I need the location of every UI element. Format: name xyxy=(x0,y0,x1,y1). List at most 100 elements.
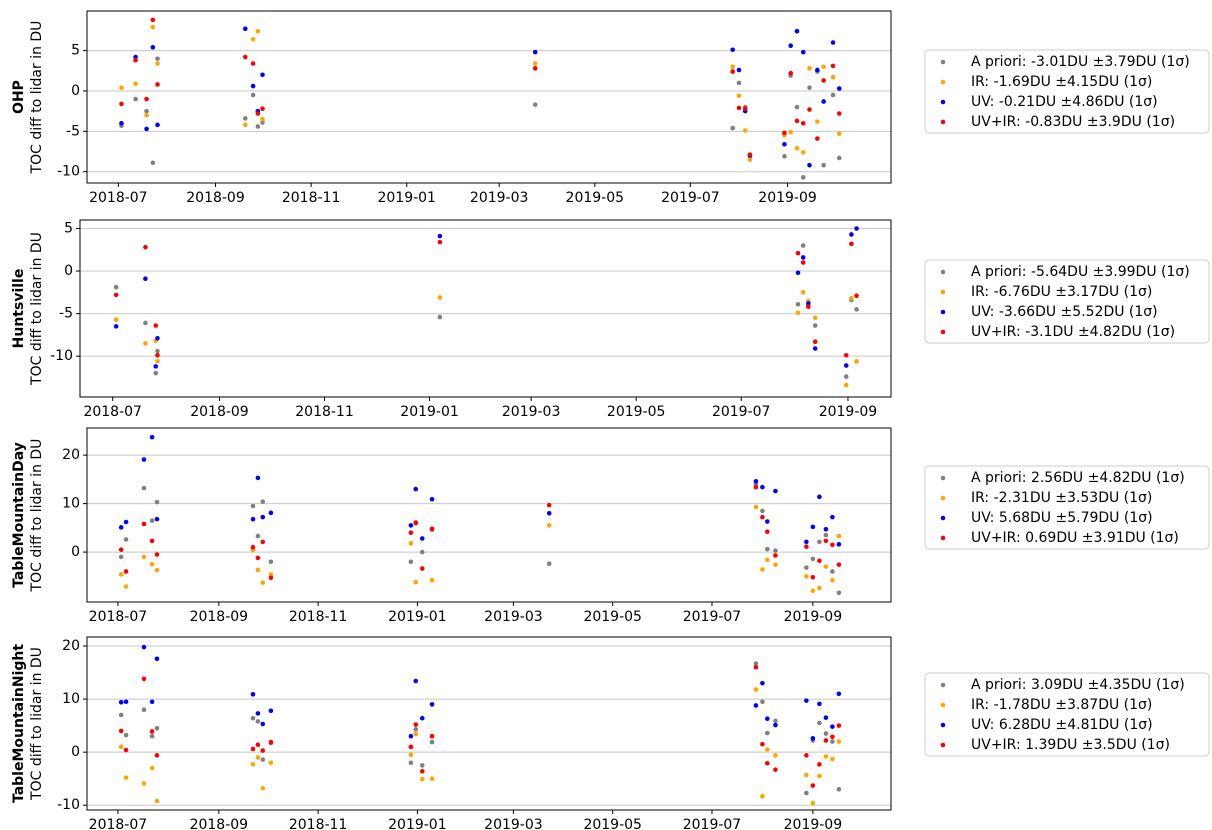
data-point xyxy=(153,370,159,376)
data-point xyxy=(807,85,812,91)
data-point xyxy=(804,772,809,778)
data-point xyxy=(429,733,435,739)
data-point xyxy=(795,250,801,256)
data-point xyxy=(753,687,759,692)
subplot: 0 10 20 2018-07 2018-09 2018-11 2019-01 2019-03… xyxy=(11,427,1210,625)
data-point xyxy=(773,553,778,558)
data-point xyxy=(408,752,414,758)
data-point xyxy=(118,554,124,560)
data-point xyxy=(144,108,149,114)
data-point xyxy=(821,99,826,104)
data-point xyxy=(804,574,809,579)
y-axis-station: TableMountainNight xyxy=(11,644,27,803)
data-point xyxy=(810,524,816,530)
data-point xyxy=(773,488,778,494)
data-point xyxy=(118,525,124,530)
data-point xyxy=(153,364,159,369)
data-point xyxy=(250,83,256,89)
data-point xyxy=(807,66,812,71)
legend-label: IR: -2.31DU ±3.53DU (1σ) xyxy=(971,490,1152,506)
data-point xyxy=(419,536,425,541)
data-point xyxy=(836,86,842,91)
data-point xyxy=(141,485,147,491)
data-point xyxy=(807,162,812,168)
subplot: -10 -5 0 5 2018-07 2018-09 2018-11 2019-01 2019-… xyxy=(11,10,1210,206)
y-tick-label: 0 xyxy=(71,544,80,560)
data-point xyxy=(149,733,155,739)
data-point xyxy=(408,530,414,535)
data-point xyxy=(747,152,753,158)
data-point xyxy=(760,508,765,514)
data-point xyxy=(843,353,849,358)
plot-frame xyxy=(79,219,892,398)
x-tick-label: 2019-09 xyxy=(784,609,843,625)
data-point xyxy=(144,126,149,132)
data-point xyxy=(413,579,419,585)
data-point xyxy=(150,160,156,166)
y-tick-label: -5 xyxy=(59,306,73,322)
data-point xyxy=(836,739,842,744)
data-point xyxy=(408,523,414,528)
data-point xyxy=(141,676,147,682)
data-point xyxy=(144,112,149,118)
data-point xyxy=(760,484,765,490)
x-tick-label: 2018-09 xyxy=(190,609,249,625)
data-point xyxy=(242,116,248,121)
data-point xyxy=(150,45,156,50)
data-point xyxy=(255,719,261,724)
data-point xyxy=(800,290,806,295)
data-point xyxy=(123,584,129,589)
y-axis-station: Huntsville xyxy=(11,269,27,349)
data-point xyxy=(119,85,124,91)
subplot: -10 -5 0 5 2018-07 2018-09 2018-11 2019-01 2019-… xyxy=(11,219,1210,420)
data-point xyxy=(773,562,778,567)
x-tick-label: 2019-07 xyxy=(712,404,771,420)
data-point xyxy=(830,63,836,69)
legend-label: UV+IR: 1.39DU ±3.5DU (1σ) xyxy=(971,737,1170,753)
data-point xyxy=(155,353,160,358)
y-tick-label: -10 xyxy=(50,348,73,364)
legend-label: A priori: -3.01DU ±3.79DU (1σ) xyxy=(971,54,1190,70)
x-tick-label: 2019-09 xyxy=(784,817,843,830)
data-point xyxy=(753,504,759,510)
data-point xyxy=(812,315,818,321)
x-tick-label: 2018-07 xyxy=(83,404,142,420)
data-point xyxy=(810,574,816,580)
x-tick-label: 2019-05 xyxy=(583,609,642,625)
data-point xyxy=(149,729,155,734)
data-point xyxy=(123,775,129,780)
data-point xyxy=(408,541,414,546)
data-point xyxy=(854,358,859,364)
data-point xyxy=(242,122,248,128)
data-point xyxy=(429,739,435,745)
data-point xyxy=(817,773,822,779)
x-tick-label: 2019-05 xyxy=(583,817,642,830)
data-point xyxy=(154,753,160,758)
x-tick-label: 2019-03 xyxy=(484,609,543,625)
data-point xyxy=(773,753,778,758)
data-point xyxy=(795,270,801,276)
data-point xyxy=(149,434,155,440)
x-tick-label: 2019-03 xyxy=(470,190,529,206)
data-point xyxy=(773,548,778,553)
data-point xyxy=(141,521,147,527)
data-point xyxy=(153,323,159,328)
y-tick-label: 10 xyxy=(62,691,80,707)
data-point xyxy=(429,526,435,532)
data-point xyxy=(260,514,266,520)
x-tick-label: 2018-07 xyxy=(89,817,148,830)
data-point xyxy=(268,510,274,516)
data-point xyxy=(760,567,765,572)
data-point xyxy=(155,348,160,354)
data-point xyxy=(546,511,552,516)
data-point xyxy=(747,157,753,162)
data-point xyxy=(437,239,443,245)
legend-label: IR: -1.69DU ±4.15DU (1σ) xyxy=(971,74,1152,90)
data-point xyxy=(794,145,800,151)
x-tick-label: 2019-01 xyxy=(400,404,459,420)
x-tick-label: 2018-07 xyxy=(89,190,148,206)
legend-marker xyxy=(940,59,946,65)
data-point xyxy=(413,678,419,684)
data-point xyxy=(815,67,820,73)
